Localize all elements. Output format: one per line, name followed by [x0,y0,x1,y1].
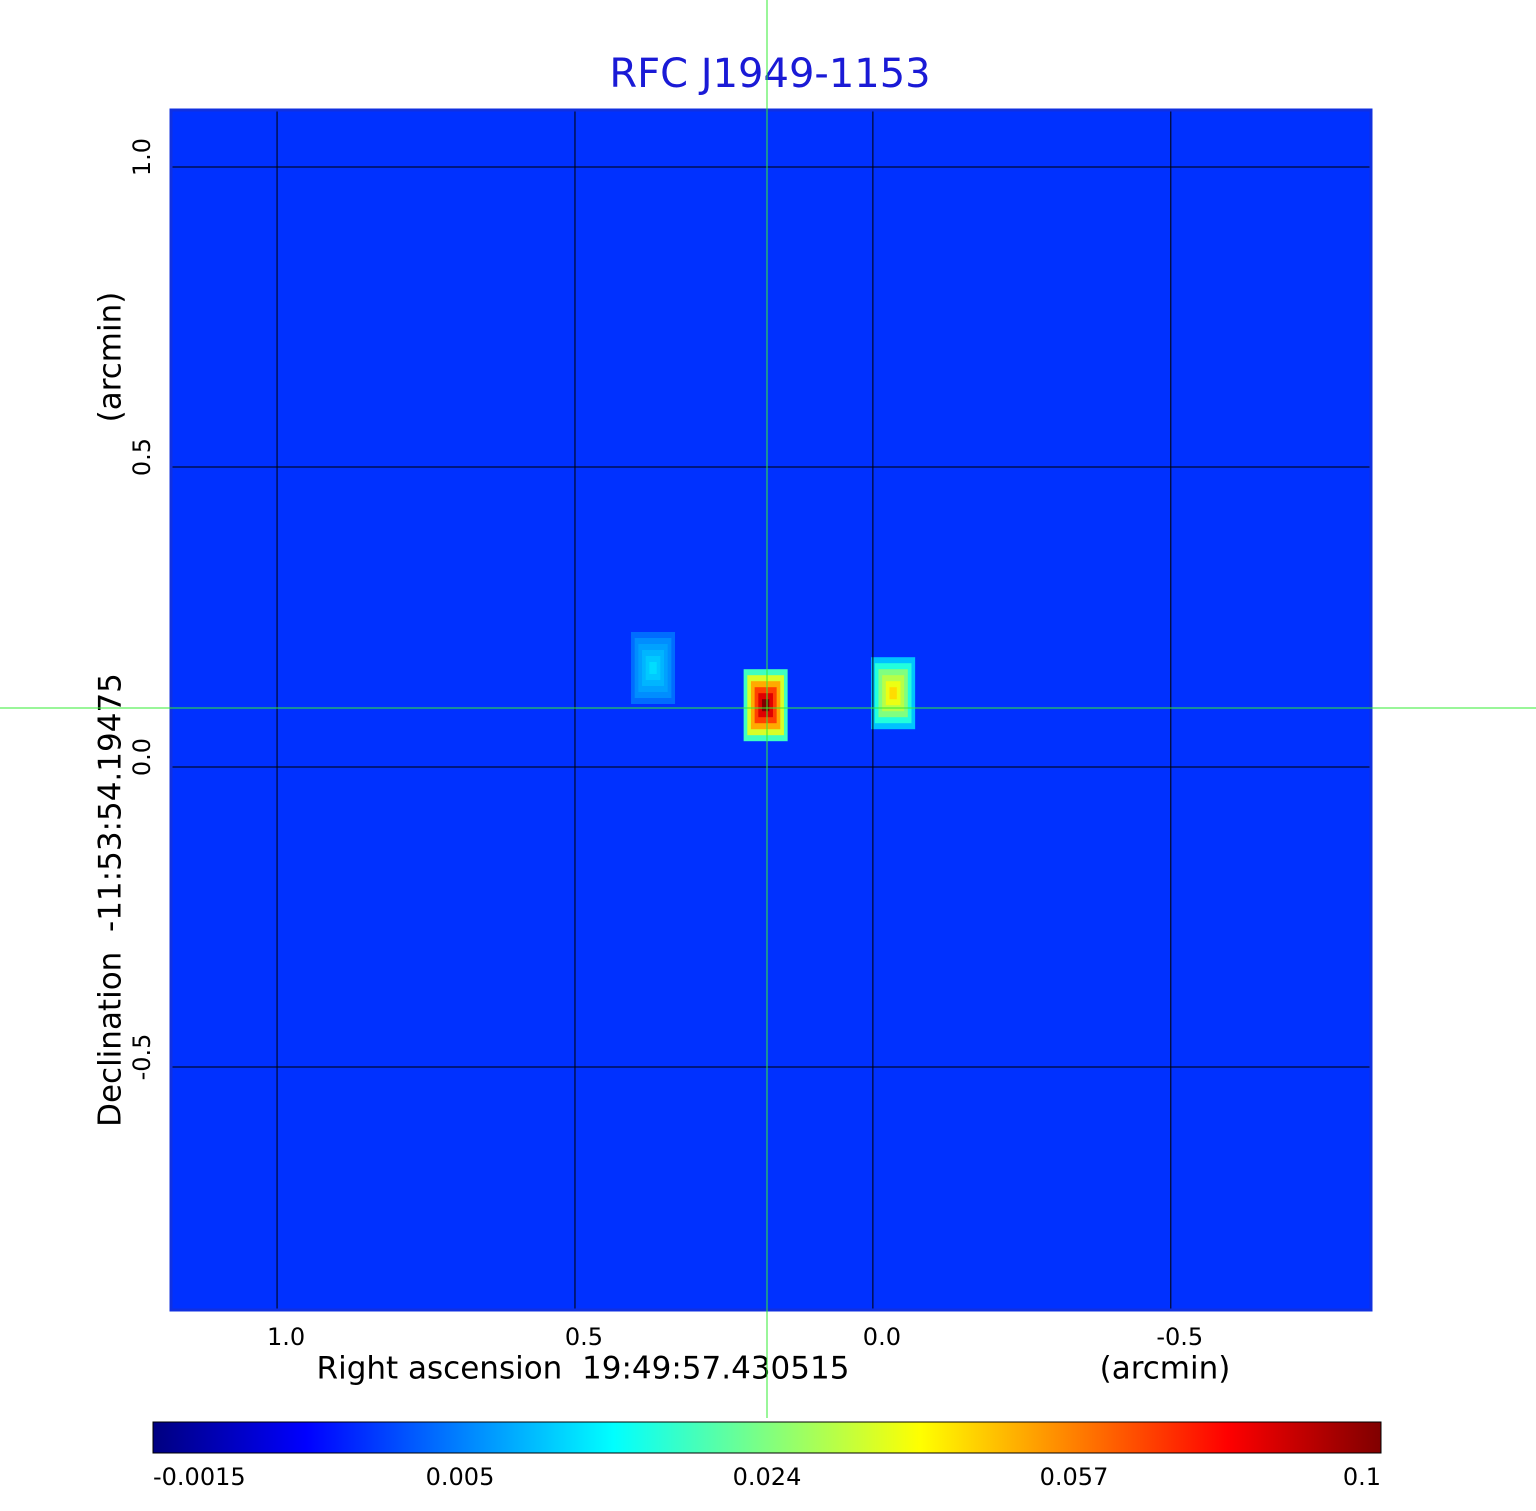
colorbar-tick-label: 0.024 [733,1463,802,1491]
x-tick-label: 1.0 [267,1323,305,1351]
x-tick-label: -0.5 [1156,1323,1203,1351]
y-tick-label: 0.0 [128,738,156,776]
colorbar-tick-label: 0.1 [1343,1463,1381,1491]
x-tick-label: 0.5 [565,1323,603,1351]
y-axis-unit: (arcmin) [93,292,129,423]
overlay [171,110,1371,1310]
colorbar [152,1421,1382,1454]
x-axis-unit: (arcmin) [1100,1351,1231,1387]
source-level [889,687,897,700]
x-tick-label: 0.0 [863,1323,901,1351]
source-level [761,699,770,712]
colorbar-tick-label: 0.057 [1040,1463,1109,1491]
image [171,110,1371,1310]
colorbar-tick-label: -0.0015 [153,1463,246,1491]
colorbar-tick-label: 0.005 [426,1463,495,1491]
source-level [649,662,657,674]
chart-title: RFC J1949-1153 [609,51,930,97]
y-tick-label: 1.0 [128,138,156,176]
y-tick-label: -0.5 [128,1034,156,1081]
image-border [169,108,1373,1312]
x-axis-label: Right ascension 19:49:57.430515 [317,1351,850,1387]
y-axis-label: Declination -11:53:54.19475 [93,673,129,1127]
y-tick-label: 0.5 [128,438,156,476]
